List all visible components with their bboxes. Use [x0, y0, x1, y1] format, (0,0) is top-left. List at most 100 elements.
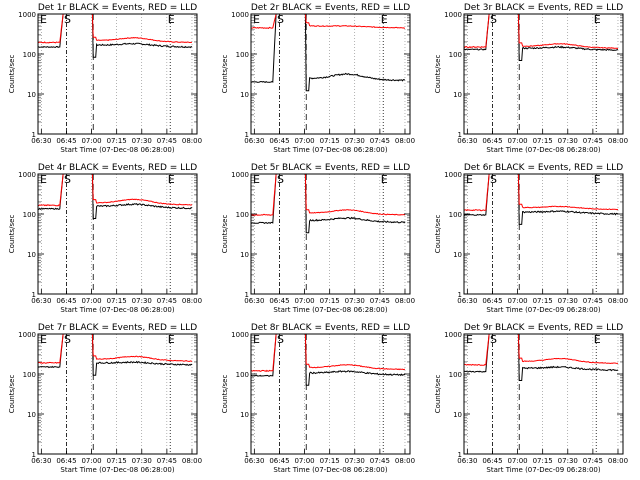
x-tick-label: 06:45: [269, 297, 289, 305]
y-tick-label: 1: [245, 451, 249, 459]
y-axis-label: Counts/sec: [8, 375, 16, 414]
x-tick-label: 06:45: [56, 297, 76, 305]
detector-panel: Det 3r BLACK = Events, RED = LLD S E E 1 10 10…: [426, 0, 639, 160]
x-tick-label: 08:00: [182, 297, 202, 305]
start-marker-label: S: [277, 173, 284, 186]
y-tick-label: 100: [23, 211, 36, 219]
end-marker-label: E: [466, 173, 473, 186]
start-marker-label: S: [277, 333, 284, 346]
lld-series-line: [38, 334, 193, 364]
lld-series-line: [38, 14, 193, 44]
y-tick-label: 10: [27, 411, 36, 419]
chart-title: Det 3r BLACK = Events, RED = LLD: [464, 3, 623, 13]
end-marker-label: E: [253, 173, 260, 186]
x-tick-label: 08:00: [608, 457, 628, 465]
events-series-line: [38, 14, 193, 58]
plot-frame: [463, 333, 624, 455]
lld-series-line: [38, 174, 193, 207]
y-axis-label: Counts/sec: [8, 55, 16, 94]
events-series-line: [464, 14, 619, 61]
start-marker-label: S: [277, 13, 284, 26]
lld-series-line: [251, 14, 406, 29]
y-tick-label: 1: [458, 291, 462, 299]
end-marker-label: E: [40, 173, 47, 186]
y-tick-label: 1000: [231, 11, 249, 19]
x-tick-label: 07:45: [370, 297, 390, 305]
x-tick-label: 07:45: [583, 137, 603, 145]
x-tick-label: 06:30: [31, 457, 51, 465]
x-tick-label: 08:00: [182, 457, 202, 465]
x-tick-label: 07:00: [294, 297, 314, 305]
y-tick-label: 100: [449, 51, 462, 59]
y-tick-label: 1: [32, 291, 36, 299]
y-tick-label: 1000: [18, 171, 36, 179]
x-tick-label: 06:30: [457, 457, 477, 465]
plot-frame: [250, 333, 411, 455]
y-tick-label: 10: [240, 91, 249, 99]
x-tick-label: 06:45: [56, 137, 76, 145]
x-tick-label: 07:45: [157, 457, 177, 465]
x-tick-label: 07:15: [533, 457, 553, 465]
x-tick-label: 07:15: [320, 297, 340, 305]
x-tick-label: 06:30: [244, 297, 264, 305]
x-tick-label: 08:00: [395, 297, 415, 305]
lld-series-line: [464, 14, 619, 50]
x-tick-label: 07:00: [507, 137, 527, 145]
y-tick-label: 1: [458, 451, 462, 459]
y-tick-label: 1000: [231, 171, 249, 179]
y-tick-label: 10: [453, 91, 462, 99]
events-series-line: [464, 174, 619, 225]
start-marker-label: S: [490, 173, 497, 186]
x-tick-label: 06:30: [31, 137, 51, 145]
detector-panel: Det 6r BLACK = Events, RED = LLD S E E 1 10 10…: [426, 160, 639, 320]
x-tick-label: 07:30: [345, 297, 365, 305]
events-series-line: [464, 334, 619, 381]
x-tick-label: 07:15: [320, 137, 340, 145]
y-tick-label: 1000: [231, 331, 249, 339]
end-marker-label: E: [168, 333, 175, 346]
x-tick-label: 07:15: [320, 457, 340, 465]
x-tick-label: 07:30: [132, 297, 152, 305]
y-tick-label: 100: [23, 371, 36, 379]
x-tick-label: 06:45: [482, 297, 502, 305]
x-tick-label: 07:30: [132, 137, 152, 145]
chart-title: Det 9r BLACK = Events, RED = LLD: [464, 323, 623, 333]
y-tick-label: 100: [23, 51, 36, 59]
y-axis-label: Counts/sec: [221, 215, 229, 254]
detector-panel: Det 5r BLACK = Events, RED = LLD S E E 1 10 10…: [213, 160, 426, 320]
x-tick-label: 07:45: [583, 457, 603, 465]
end-marker-label: E: [466, 13, 473, 26]
detector-panel: Det 9r BLACK = Events, RED = LLD S E E 1 10 10…: [426, 320, 639, 480]
plot-frame: [250, 13, 411, 135]
x-tick-label: 07:30: [558, 297, 578, 305]
detector-panel: Det 1r BLACK = Events, RED = LLD S E E 1 10 10…: [0, 0, 213, 160]
events-series-line: [251, 174, 406, 234]
y-axis-label: Counts/sec: [434, 55, 442, 94]
x-axis-label: Start Time (07-Dec-09 06:28:00): [486, 306, 600, 314]
x-tick-label: 06:30: [457, 137, 477, 145]
x-tick-label: 07:30: [558, 457, 578, 465]
end-marker-label: E: [381, 13, 388, 26]
end-marker-label: E: [594, 173, 601, 186]
y-tick-label: 10: [240, 411, 249, 419]
y-tick-label: 10: [240, 251, 249, 259]
start-marker-label: S: [490, 333, 497, 346]
y-tick-label: 10: [453, 251, 462, 259]
x-tick-label: 07:45: [370, 137, 390, 145]
y-axis-label: Counts/sec: [434, 215, 442, 254]
y-axis-label: Counts/sec: [221, 375, 229, 414]
chart-title: Det 4r BLACK = Events, RED = LLD: [38, 163, 197, 173]
x-tick-label: 07:15: [533, 137, 553, 145]
detector-panel: Det 7r BLACK = Events, RED = LLD S E E 1 10 10…: [0, 320, 213, 480]
y-tick-label: 1000: [18, 331, 36, 339]
end-marker-label: E: [466, 333, 473, 346]
x-tick-label: 07:15: [107, 297, 127, 305]
y-tick-label: 1: [32, 451, 36, 459]
x-tick-label: 06:45: [482, 457, 502, 465]
y-tick-label: 1000: [444, 11, 462, 19]
